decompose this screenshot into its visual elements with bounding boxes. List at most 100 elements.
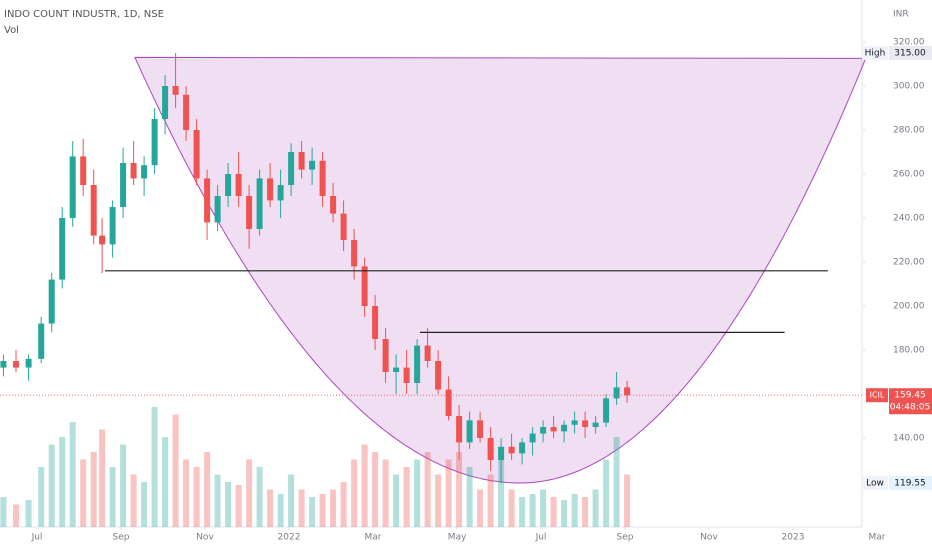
volume-bar — [603, 459, 610, 527]
candle-body — [225, 174, 232, 196]
candle-body — [267, 178, 274, 201]
volume-bar — [477, 489, 484, 527]
x-tick-label: Nov — [196, 533, 214, 543]
candle-body — [90, 185, 97, 236]
y-tick-label: 320.00 — [893, 38, 925, 48]
x-tick-label: Mar — [869, 533, 886, 543]
candle-body — [340, 213, 347, 240]
volume-bar — [424, 452, 431, 527]
symbol-label: ICIL — [870, 391, 885, 400]
candle-body — [382, 339, 389, 372]
volume-bar — [298, 489, 305, 527]
volume-bar — [309, 497, 316, 527]
volume-bar — [592, 489, 599, 527]
volume-bar — [151, 407, 158, 527]
volume-bar — [582, 497, 589, 527]
y-tick-label: 200.00 — [893, 302, 925, 312]
tag-box — [862, 475, 888, 490]
x-tick-label: Sep — [617, 533, 634, 543]
y-tick-label: 140.00 — [893, 434, 925, 444]
candle-body — [235, 174, 242, 196]
volume-bar — [414, 459, 421, 527]
candle-body — [529, 433, 536, 443]
volume-bar — [403, 467, 410, 527]
candle-body — [214, 196, 221, 223]
candle-body — [38, 323, 45, 359]
candle-body — [172, 86, 179, 95]
volume-bar — [25, 500, 32, 527]
candle-body — [351, 240, 358, 267]
candle-body — [393, 367, 400, 372]
volume-bar — [487, 474, 494, 527]
candle-body — [540, 427, 547, 434]
volume-bar — [393, 474, 400, 527]
volume-bar — [80, 459, 87, 527]
volume-bar — [540, 489, 547, 527]
candle-body — [571, 420, 578, 425]
candle-body — [109, 207, 116, 245]
price-label: 159.45 — [894, 391, 926, 401]
candle-body — [414, 345, 421, 383]
volume-bar — [435, 474, 442, 527]
candle-body — [162, 86, 169, 119]
candle-body — [561, 424, 568, 432]
tag-label: High — [865, 49, 886, 59]
volume-bar — [277, 494, 284, 527]
x-tick-label: Mar — [365, 533, 382, 543]
volume-bar — [59, 437, 66, 527]
candle-body — [25, 358, 32, 368]
chart-title: INDO COUNT INDUSTR, 1D, NSE — [4, 9, 164, 20]
candle-body — [59, 218, 66, 280]
candle-body — [246, 196, 253, 229]
volume-bar — [267, 489, 274, 527]
candle-body — [519, 442, 526, 454]
y-tick-label: 300.00 — [893, 82, 925, 92]
volume-bar — [13, 504, 19, 527]
candle-body — [141, 165, 148, 179]
x-tick-label: Nov — [700, 533, 718, 543]
tag-value-box — [889, 46, 932, 60]
candle-body — [183, 94, 190, 130]
volume-bar — [498, 459, 505, 527]
volume-bar — [288, 474, 295, 527]
candle-body — [456, 416, 463, 443]
candle-body — [69, 156, 76, 218]
tag-value: 119.55 — [894, 478, 926, 488]
volume-bar — [48, 444, 55, 527]
volume-bar — [508, 489, 515, 527]
candle-body — [277, 185, 284, 201]
countdown: 04:48:05 — [890, 403, 930, 413]
candle-body — [592, 422, 599, 427]
candle-body — [550, 427, 557, 432]
volume-bar — [529, 494, 536, 527]
candle-body — [613, 387, 620, 399]
x-tick-label: 2022 — [278, 533, 301, 543]
volume-bar — [445, 459, 452, 527]
volume-bar — [613, 437, 620, 527]
candle-body — [99, 235, 106, 245]
candle-body — [498, 446, 505, 460]
x-tick-label: May — [448, 533, 467, 543]
candle-body — [120, 163, 127, 207]
volume-bar — [38, 467, 45, 527]
candle-body — [193, 130, 200, 179]
candle-body — [309, 160, 316, 170]
volume-bar — [351, 459, 358, 527]
candle-body — [319, 160, 326, 196]
volume-bar — [340, 482, 347, 527]
volume-bar — [141, 482, 148, 527]
candle-body — [603, 398, 610, 423]
volume-bar — [466, 467, 473, 527]
tag-box — [862, 46, 888, 60]
volume-bar — [0, 497, 7, 527]
candle-body — [582, 420, 589, 427]
volume-label: Vol — [4, 25, 19, 36]
symbol-tag — [866, 388, 888, 403]
volume-bar — [120, 444, 127, 527]
tag-value-box — [889, 475, 932, 490]
tag-label: Low — [866, 478, 884, 488]
volume-bar — [172, 414, 179, 527]
volume-bar — [372, 452, 379, 527]
y-tick-label: 240.00 — [893, 214, 925, 224]
